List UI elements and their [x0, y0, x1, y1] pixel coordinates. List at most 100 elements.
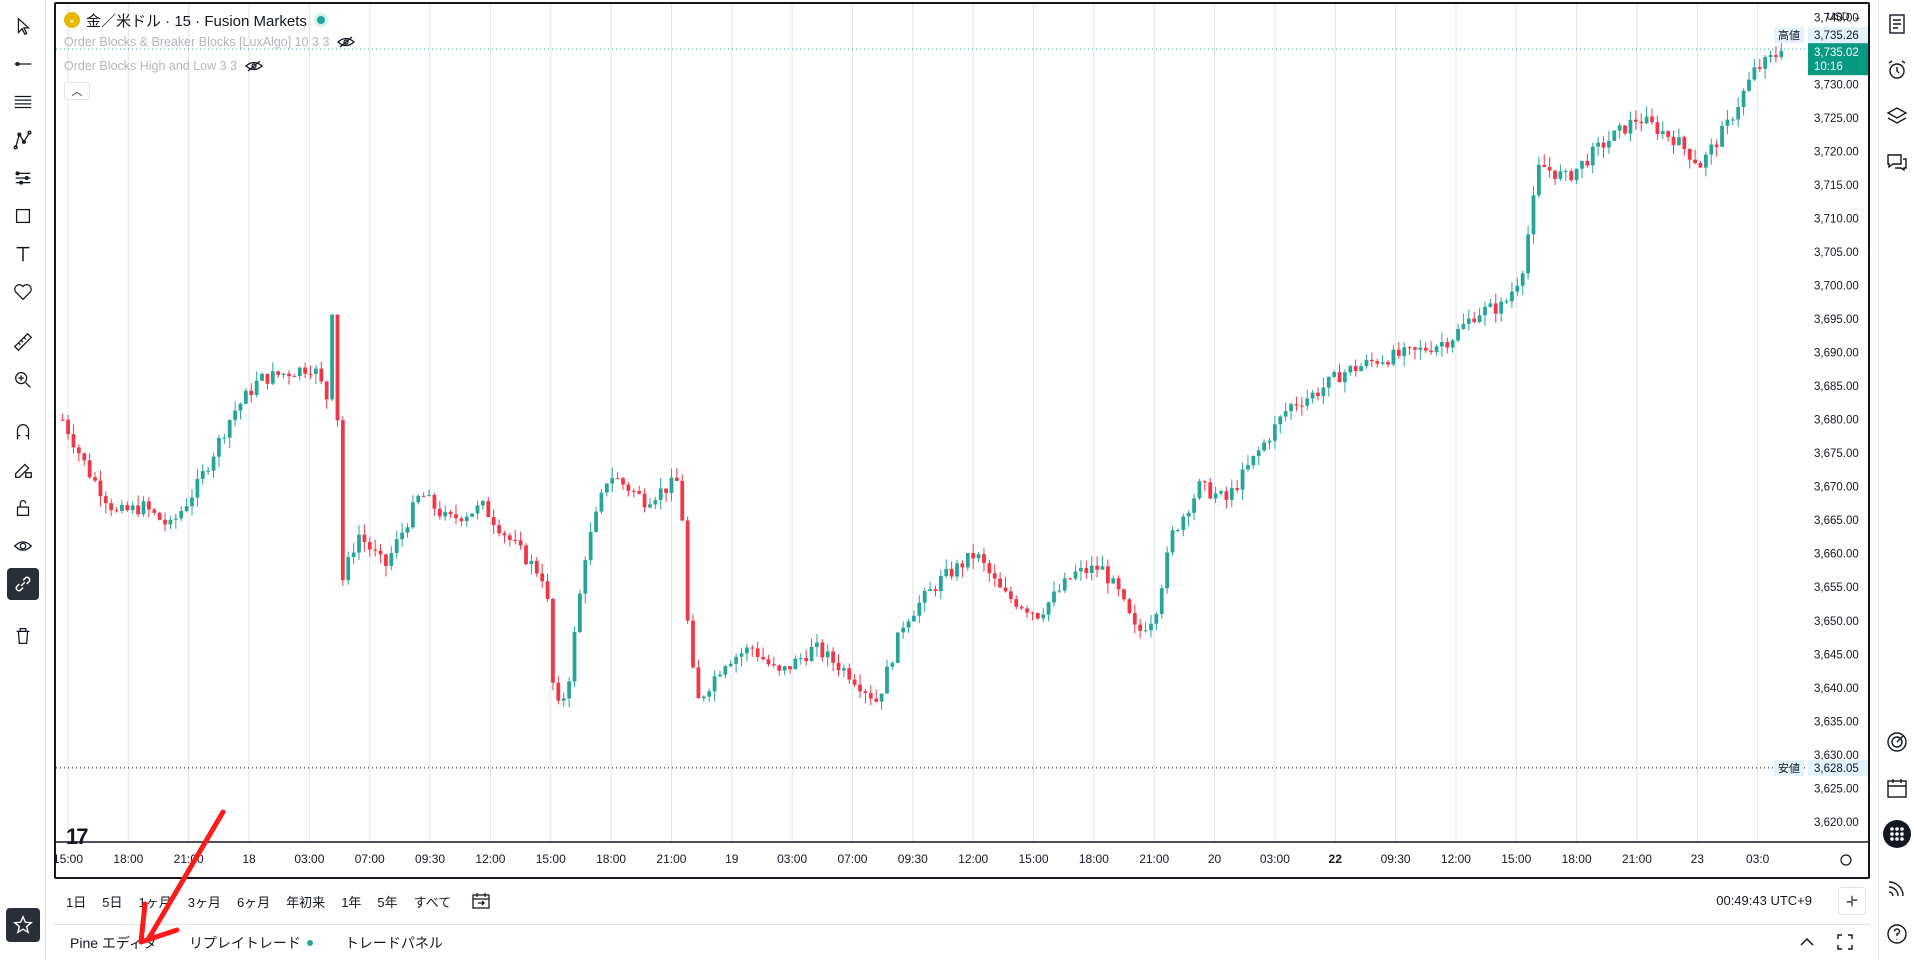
tab-trade-panel[interactable]: トレードパネル — [345, 933, 443, 953]
date-range-bar: 1日 5日 1ヶ月 3ヶ月 6ヶ月 年初来 1年 5年 すべて 00:49:43… — [54, 883, 1870, 919]
candle-body — [1192, 498, 1196, 513]
range-1d-button[interactable]: 1日 — [66, 894, 87, 910]
candle-body — [260, 373, 264, 381]
candle-body — [1267, 440, 1272, 443]
time-tick-label: 03:00 — [294, 852, 324, 866]
currency-selector[interactable]: USD ⌄ — [1826, 10, 1862, 23]
candle-body — [1219, 491, 1223, 494]
indicator-label: Order Blocks High and Low 3 3 — [64, 59, 238, 73]
chevron-up-icon[interactable] — [1796, 931, 1818, 953]
trend-line-icon[interactable] — [7, 48, 39, 80]
pencil-lock-icon[interactable] — [7, 454, 39, 486]
candle-body — [93, 477, 97, 481]
candle-body — [1720, 125, 1724, 147]
adjust-button[interactable] — [1838, 887, 1866, 915]
cursor-icon[interactable] — [7, 10, 39, 42]
forecast-icon[interactable] — [7, 162, 39, 194]
candle-body — [1666, 131, 1671, 137]
chart-area[interactable]: 15:00 18:00 21:00 18 03:00 07:00 09:30 12:00 15:… — [54, 2, 1870, 879]
tab-pine-editor[interactable]: Pine エディタ — [70, 933, 157, 953]
bottom-panel-tabs: Pine エディタ リプレイトレード トレードパネル — [54, 924, 1870, 960]
legend-collapse-button[interactable]: ︿ — [64, 82, 90, 100]
candle-body — [637, 491, 642, 494]
range-1y-button[interactable]: 1年 — [341, 894, 362, 910]
candle-body — [998, 578, 1003, 588]
indicator-row-1[interactable]: Order Blocks & Breaker Blocks [LuxAlgo] … — [64, 30, 356, 54]
ruler-icon[interactable] — [7, 326, 39, 358]
candle-body — [1644, 116, 1649, 124]
grid-icon[interactable] — [1883, 820, 1911, 848]
alarm-icon[interactable] — [1883, 56, 1911, 84]
calendar-icon[interactable] — [1883, 774, 1911, 802]
eye-hidden-icon[interactable] — [245, 60, 263, 72]
candle-body — [1176, 529, 1180, 531]
candle-body — [76, 447, 81, 454]
candle-body — [976, 554, 981, 559]
candle-body — [217, 437, 221, 457]
clock-timezone[interactable]: 00:49:43 UTC+9 — [1716, 893, 1812, 908]
heart-icon[interactable] — [7, 276, 39, 308]
candle-body — [1569, 171, 1574, 181]
fib-icon[interactable] — [7, 86, 39, 118]
candle-body — [890, 663, 895, 667]
time-tick-label: 18 — [242, 852, 256, 866]
symbol-title[interactable]: ◒ 金／米ドル · 15 · Fusion Markets — [64, 10, 355, 30]
zoom-in-icon[interactable] — [7, 364, 39, 396]
chevron-up-icon: ︿ — [71, 86, 83, 98]
candle-body — [696, 667, 701, 699]
candle-body — [1294, 404, 1299, 406]
candle-body — [1278, 416, 1283, 425]
help-icon[interactable] — [1883, 920, 1911, 948]
range-3m-button[interactable]: 3ヶ月 — [187, 894, 221, 910]
candle-body — [1100, 566, 1105, 570]
trash-icon[interactable] — [7, 620, 39, 652]
candle-body — [723, 666, 728, 675]
eye-icon[interactable] — [7, 530, 39, 562]
pattern-icon[interactable] — [7, 124, 39, 156]
candle-body — [109, 503, 114, 511]
range-ytd-button[interactable]: 年初来 — [286, 894, 326, 910]
candlestick-chart[interactable]: 15:00 18:00 21:00 18 03:00 07:00 09:30 12:00 15:… — [56, 4, 1868, 877]
shapes-icon[interactable] — [7, 200, 39, 232]
text-icon[interactable] — [7, 238, 39, 270]
broadcast-icon[interactable] — [1883, 874, 1911, 902]
range-5d-button[interactable]: 5日 — [102, 894, 123, 910]
favorites-button[interactable] — [6, 908, 40, 942]
time-tick-label: 03:00 — [1260, 852, 1290, 866]
maximize-icon[interactable] — [1834, 931, 1856, 953]
candle-body — [1633, 119, 1638, 122]
magnet-icon[interactable] — [7, 416, 39, 448]
candle-body — [394, 539, 399, 554]
candle-body — [1526, 234, 1530, 274]
link-icon[interactable] — [7, 568, 39, 600]
candle-body — [389, 553, 394, 566]
candle-body — [578, 593, 582, 633]
indicator-row-2[interactable]: Order Blocks High and Low 3 3 — [64, 54, 355, 78]
star-icon — [13, 915, 33, 934]
price-tick-label: 3,680.00 — [1814, 415, 1859, 427]
eye-hidden-icon[interactable] — [337, 36, 356, 48]
candle-body — [486, 501, 491, 518]
range-all-button[interactable]: すべて — [413, 894, 452, 910]
range-5y-button[interactable]: 5年 — [377, 894, 398, 910]
candle-body — [362, 534, 367, 543]
watchlist-icon[interactable] — [1883, 10, 1911, 38]
candle-body — [933, 589, 938, 591]
candle-body — [1542, 164, 1547, 168]
goto-date-icon[interactable] — [471, 891, 491, 911]
lock-icon[interactable] — [7, 492, 39, 524]
candle-body — [761, 656, 765, 660]
candle-body — [481, 501, 485, 506]
candle-body — [265, 373, 270, 384]
tradingview-logo[interactable]: 17 — [66, 824, 89, 849]
candle-body — [287, 373, 291, 377]
tab-replay-trade[interactable]: リプレイトレード — [189, 933, 313, 953]
range-6m-button[interactable]: 6ヶ月 — [236, 894, 271, 910]
layers-icon[interactable] — [1883, 102, 1911, 130]
chat-icon[interactable] — [1883, 148, 1911, 176]
candle-body — [1240, 469, 1245, 490]
candle-body — [858, 684, 862, 692]
candle-body — [1364, 359, 1369, 367]
time-tick-label: 23 — [1691, 852, 1705, 866]
target-icon[interactable] — [1883, 728, 1911, 756]
